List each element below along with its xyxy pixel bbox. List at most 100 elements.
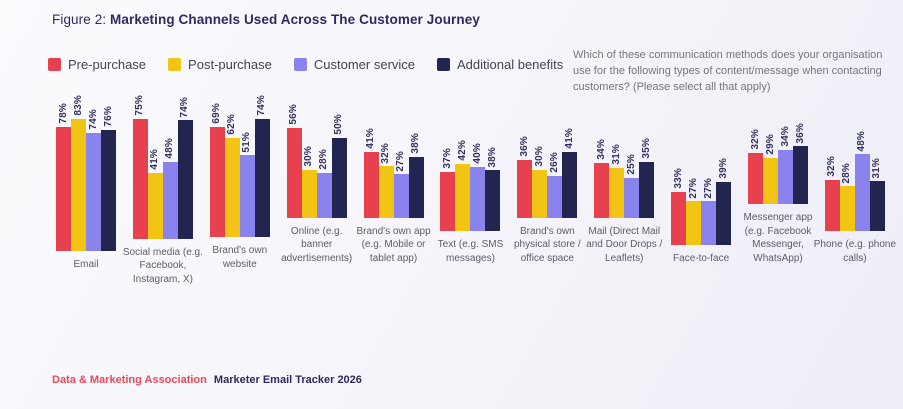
bar-value-label: 26% [548,152,560,173]
bar [316,172,332,218]
page-title: Figure 2: Marketing Channels Used Across… [52,12,480,27]
bar [177,120,193,239]
bar-column: 26% [547,95,563,218]
bar [56,126,71,252]
chart-group-3: 56% 30% 28% 50% Online (e.g. banner advertis… [279,95,355,265]
legend-label: Additional benefits [457,57,564,72]
category-label: Messenger app (e.g. Facebook Messenger, … [743,212,813,264]
bar-value-label: 50% [333,113,345,135]
bar-column: 31% [609,95,625,218]
bar-column: 37% [440,95,456,231]
chart-group-10: 32% 28% 48% 31% Phone (e.g. phone calls) [814,95,896,265]
bar-value-label: 32% [380,142,392,164]
source-name: Data & Marketing Association [52,374,207,386]
bar [71,118,86,252]
bar [363,151,379,218]
bar-column: 28% [839,95,855,231]
bar-column: 41% [147,95,163,239]
bar-value-label: 36% [794,122,806,144]
bar-value-label: 27% [687,177,699,199]
chart-group-2: 69% 62% 51% 74% Brand's own website [202,95,278,270]
bar [854,154,870,231]
bar-column: 41% [562,95,578,218]
bar [532,169,548,218]
bar-value-label: 75% [134,95,146,116]
bar [86,133,101,252]
bar [440,171,456,231]
bars-row: 32% 28% 48% 31% [824,95,885,231]
bar [254,118,270,238]
bar-column: 48% [162,95,178,239]
bar-column: 27% [686,95,702,245]
legend-item-0: Pre-purchase [48,57,146,72]
bar-column: 38% [408,95,424,218]
bar [748,152,764,204]
bar [793,146,809,204]
bar-column: 42% [455,95,471,231]
bar-column: 78% [56,95,71,252]
bar-value-label: 41% [563,128,575,149]
bar-value-label: 35% [640,137,652,159]
bars-row: 78% 83% 74% 76% [56,95,116,252]
bars-row: 33% 27% 27% 39% [671,95,732,245]
bar-value-label: 28% [841,162,853,184]
bar [778,149,794,204]
bar [485,170,501,231]
bar [101,129,116,252]
bar-column: 74% [254,95,270,238]
bars-row: 34% 31% 25% 35% [594,95,655,218]
bars-row: 75% 41% 48% 74% [132,95,193,239]
bar-column: 28% [316,95,332,218]
bar-value-label: 25% [625,153,637,175]
bar-column: 74% [86,95,101,252]
bar-column: 50% [331,95,347,218]
bar-value-label: 83% [72,95,84,116]
bar-value-label: 42% [456,140,468,161]
chart-group-7: 34% 31% 25% 35% Mail (Direct Mail and Door D… [586,95,662,265]
bar-value-label: 41% [365,128,377,149]
bar-value-label: 78% [57,103,69,124]
bar-column: 35% [639,95,655,218]
bar [286,127,302,218]
figure-title-text: Marketing Channels Used Across The Custo… [110,12,480,27]
bar [624,177,640,218]
bar-column: 30% [301,95,317,218]
bar-value-label: 32% [826,156,838,177]
bar-column: 39% [716,95,732,245]
chart-group-1: 75% 41% 48% 74% Social media (e.g. Facebook,… [123,95,203,285]
bars-row: 56% 30% 28% 50% [286,95,347,218]
bar-column: 32% [378,95,394,218]
bar [671,191,687,245]
legend-label: Customer service [313,57,416,72]
bar-value-label: 31% [871,157,883,179]
bar-value-label: 31% [610,144,622,165]
legend: Pre-purchase Post-purchase Customer servic… [48,57,563,72]
bar [639,161,655,218]
bar-column: 32% [824,95,840,231]
bar [331,137,347,218]
bar [547,175,563,218]
figure-number-label: Figure 2: [52,12,111,27]
bar-column: 34% [594,95,610,218]
bar-column: 38% [485,95,501,231]
bar-value-label: 38% [410,133,422,154]
bars-row: 32% 29% 34% 36% [748,95,809,204]
bar-column: 25% [624,95,640,218]
bar-column: 27% [701,95,717,245]
bar [763,157,779,204]
bar-value-label: 30% [533,145,545,167]
bar-column: 40% [470,95,486,231]
bar-column: 83% [71,95,86,252]
chart-group-0: 78% 83% 74% 76% Email [48,95,124,270]
legend-label: Post-purchase [188,57,272,72]
report-name: Marketer Email Tracker 2026 [213,374,362,386]
bar-value-label: 74% [87,109,99,131]
bars-row: 69% 62% 51% 74% [209,95,270,238]
bar-column: 56% [286,95,302,218]
survey-question-text: Which of these communication methods doe… [573,49,883,93]
category-label: Brand's own website [212,245,268,270]
bars-row: 37% 42% 40% 38% [440,95,501,231]
bars-row: 36% 30% 26% 41% [517,95,578,218]
bar-value-label: 32% [749,129,761,150]
category-label: Mail (Direct Mail and Door Drops / Leafl… [586,225,663,264]
